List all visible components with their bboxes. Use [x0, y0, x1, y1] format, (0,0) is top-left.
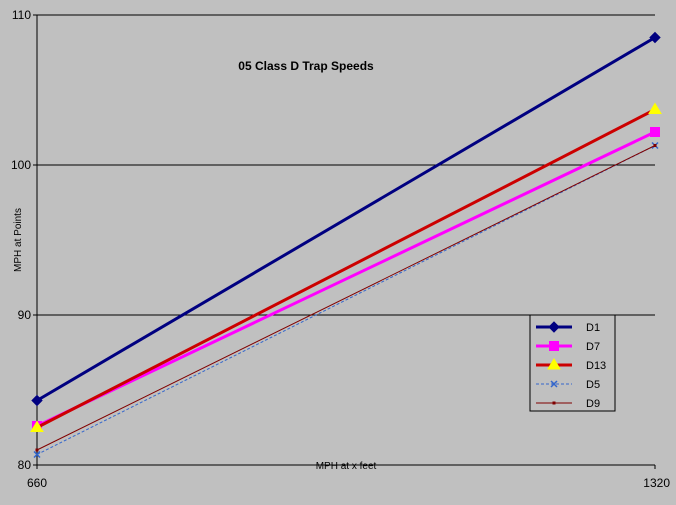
legend-item-d7: D7 — [536, 341, 600, 353]
legend-label: D5 — [586, 379, 600, 391]
y-tick-label: 100 — [11, 158, 31, 172]
data-point-d5 — [33, 450, 41, 459]
legend-label: D13 — [586, 360, 606, 372]
legend-label: D1 — [586, 322, 600, 334]
series-line-d9 — [36, 145, 656, 451]
data-point-d13 — [648, 102, 662, 114]
legend-label: D7 — [586, 341, 600, 353]
data-point-d7 — [650, 127, 660, 137]
data-point-d9 — [653, 144, 657, 147]
series-line-d13 — [36, 108, 656, 429]
legend-item-d13: D13 — [536, 358, 606, 372]
legend-item-d5: D5 — [536, 379, 600, 391]
series-d9 — [35, 144, 657, 452]
legend-label: D9 — [586, 398, 600, 410]
y-axis-label: MPH at Points — [13, 208, 24, 272]
legend-marker — [549, 341, 559, 351]
axis-layer: 80 90 100 110 660 1320 — [11, 8, 670, 490]
x-tick-label: 1320 — [643, 476, 670, 490]
legend-box — [529, 314, 616, 412]
legend-item-d1: D1 — [536, 321, 600, 334]
data-point-d1 — [649, 31, 661, 44]
legend-marker — [552, 401, 556, 405]
series-line-d1 — [36, 36, 656, 402]
series-line-d7 — [36, 130, 656, 428]
legend-marker-stroke — [550, 380, 558, 388]
legend-items: D1 D7 D13 D5 D9 — [536, 321, 606, 410]
y-tick-label: 90 — [18, 308, 32, 322]
chart-title: 05 Class D Trap Speeds — [238, 59, 374, 73]
data-point-d1 — [31, 394, 43, 407]
legend-marker — [547, 358, 561, 370]
legend-marker — [548, 321, 560, 333]
series-d13 — [30, 102, 662, 432]
y-tick-label: 110 — [12, 8, 31, 22]
legend: D1 D7 D13 D5 D9 — [529, 314, 616, 412]
data-point-d13 — [30, 420, 44, 432]
data-point-d9 — [35, 448, 39, 452]
legend-marker — [550, 380, 558, 388]
series-layer — [30, 31, 662, 459]
x-tick-label: 660 — [27, 476, 47, 490]
data-point-d5-stroke — [33, 450, 41, 459]
series-d1 — [31, 31, 661, 407]
y-tick-label: 80 — [18, 458, 32, 472]
x-axis-label: MPH at x feet — [316, 461, 377, 472]
series-line-d5 — [36, 145, 656, 455]
legend-item-d9: D9 — [536, 398, 600, 410]
